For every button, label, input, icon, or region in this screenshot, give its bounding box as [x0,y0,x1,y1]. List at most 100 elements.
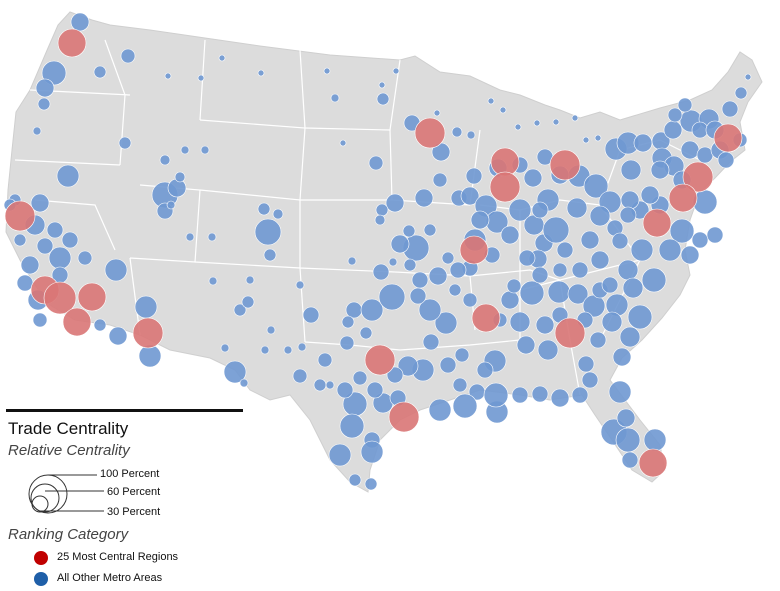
metro-bubble-other [233,303,247,317]
metro-bubble-other [254,218,282,246]
metro-bubble-other [360,298,384,322]
metro-bubble-other [454,347,470,363]
metro-bubble-other [621,451,639,469]
size-label-60: 60 Percent [107,486,161,498]
metro-bubble-other [499,106,507,114]
metro-bubble-other [295,280,305,290]
size-key: 100 Percent 60 Percent 30 Percent [0,462,180,522]
metro-bubble-other [691,121,709,139]
metro-bubbles [3,12,752,491]
legend-size-title: Relative Centrality [8,442,130,459]
metro-bubble-other [93,318,107,332]
metro-bubble-other [372,263,390,281]
metro-bubble-other [241,295,255,309]
metro-bubble-other [414,188,434,208]
metro-bubble-other [46,221,64,239]
metro-bubble-other [134,295,158,319]
metro-bubble-other [245,275,255,285]
metro-bubble-other [589,331,607,349]
metro-bubble-other [465,167,483,185]
metro-bubble-central [62,307,92,337]
metro-bubble-other [439,356,457,374]
metro-bubble-other [325,380,335,390]
metro-bubble-other [448,283,462,297]
metro-bubble-other [180,145,190,155]
metro-bubble-other [41,60,67,86]
metro-bubble-other [257,202,271,216]
metro-bubble-other [460,186,480,206]
metro-bubble-other [390,234,410,254]
metro-bubble-other [590,250,610,270]
metro-bubble-other [476,361,494,379]
metro-bubble-other [630,238,654,262]
metro-bubble-other [36,237,54,255]
metro-bubble-other [633,133,653,153]
metro-bubble-other [61,231,79,249]
metro-bubble-central [388,401,420,433]
legend-title: Trade Centrality [8,419,129,438]
metro-bubble-other [518,249,536,267]
metro-bubble-other [375,203,389,217]
metro-bubble-other [441,251,455,265]
metro-bubble-other [167,178,187,198]
metro-bubble-other [385,193,405,213]
metro-bubble-other [104,258,128,282]
metro-bubble-other [531,266,549,284]
metro-bubble-other [164,72,172,80]
metro-bubble-other [432,172,448,188]
metro-bubble-central [554,317,586,349]
metro-bubble-other [317,352,333,368]
legend-category-title: Ranking Category [8,526,129,543]
metro-bubble-other [418,298,442,322]
metro-bubble-other [330,93,340,103]
metro-bubble-other [336,381,354,399]
metro-bubble-other [302,306,320,324]
metro-bubble-other [422,333,440,351]
metro-bubble-other [677,97,693,113]
metro-bubble-other [643,428,667,452]
metro-bubble-other [70,12,90,32]
metro-bubble-other [449,261,467,279]
metro-bubble-other [466,130,476,140]
metro-bubble-central [414,117,446,149]
metro-bubble-other [706,226,724,244]
metro-bubble-central [364,344,396,376]
metro-bubble-other [37,97,51,111]
metro-bubble-central [43,281,77,315]
metro-bubble-other [531,201,549,219]
metro-bubble-other [622,277,644,299]
metro-bubble-other [434,311,458,335]
metro-bubble-central [713,123,743,153]
metro-bubble-other [263,248,277,262]
metro-bubble-other [640,185,660,205]
metro-bubble-other [166,200,176,210]
metro-bubble-other [680,140,700,160]
metro-bubble-other [619,326,641,348]
metro-bubble-other [567,283,589,305]
metro-bubble-other [374,214,386,226]
metro-bubble-other [260,345,270,355]
metro-bubble-other [577,355,595,373]
metro-bubble-other [388,257,398,267]
size-label-100: 100 Percent [100,468,160,480]
metro-bubble-central [132,317,164,349]
metro-bubble-central [489,171,521,203]
metro-bubble-other [734,86,748,100]
other-dot-icon [34,572,48,586]
metro-bubble-other [506,278,522,294]
metro-bubble-other [616,408,636,428]
metro-bubble-other [451,126,463,138]
metro-bubble-other [641,267,667,293]
metro-bubble-other [667,107,683,123]
metro-bubble-other [462,292,478,308]
metro-bubble-other [582,136,590,144]
metro-bubble-other [650,160,670,180]
metro-bubble-other [339,139,347,147]
metro-bubble-other [547,280,571,304]
metro-bubble-other [207,232,217,242]
metro-bubble-other [691,231,709,249]
metro-bubble-central [638,448,668,478]
metro-bubble-other [397,355,419,377]
metro-bubble-other [487,97,495,105]
metro-bubble-other [32,312,48,328]
